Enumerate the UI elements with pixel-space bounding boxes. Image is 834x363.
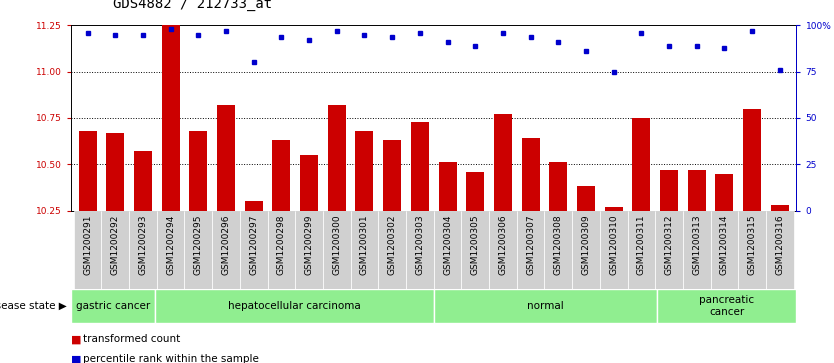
Text: GSM1200293: GSM1200293 [138,215,148,275]
Text: disease state ▶: disease state ▶ [0,301,67,311]
Text: GSM1200305: GSM1200305 [470,215,480,275]
Text: hepatocellular carcinoma: hepatocellular carcinoma [228,301,360,311]
Bar [771,205,789,211]
Bar [605,207,623,211]
FancyBboxPatch shape [461,211,489,289]
FancyBboxPatch shape [154,289,434,323]
Text: GSM1200295: GSM1200295 [193,215,203,275]
FancyBboxPatch shape [379,211,406,289]
FancyBboxPatch shape [240,211,268,289]
Text: transformed count: transformed count [83,334,181,344]
FancyBboxPatch shape [212,211,240,289]
Bar [688,170,706,211]
FancyBboxPatch shape [102,211,129,289]
Bar [550,162,567,211]
FancyBboxPatch shape [766,211,794,289]
Text: gastric cancer: gastric cancer [76,301,150,311]
Bar [273,140,290,211]
Bar [189,131,208,211]
Bar [217,105,235,211]
Text: GSM1200304: GSM1200304 [443,215,452,275]
FancyBboxPatch shape [350,211,379,289]
Bar [411,122,429,211]
FancyBboxPatch shape [627,211,656,289]
Text: GSM1200312: GSM1200312 [665,215,674,275]
Text: GSM1200310: GSM1200310 [609,215,618,275]
Text: ■: ■ [71,334,82,344]
Bar [439,162,456,211]
FancyBboxPatch shape [738,211,766,289]
Bar [521,138,540,211]
FancyBboxPatch shape [184,211,212,289]
Text: ■: ■ [71,354,82,363]
FancyBboxPatch shape [71,289,154,323]
FancyBboxPatch shape [434,289,657,323]
Text: GSM1200315: GSM1200315 [747,215,756,275]
FancyBboxPatch shape [268,211,295,289]
Text: GSM1200311: GSM1200311 [637,215,646,275]
Bar [106,133,124,211]
Bar [494,114,512,211]
Text: GSM1200303: GSM1200303 [415,215,425,275]
Text: GSM1200299: GSM1200299 [304,215,314,275]
Text: GSM1200309: GSM1200309 [581,215,590,275]
FancyBboxPatch shape [711,211,738,289]
FancyBboxPatch shape [600,211,627,289]
Text: GSM1200308: GSM1200308 [554,215,563,275]
FancyBboxPatch shape [572,211,600,289]
FancyBboxPatch shape [656,211,683,289]
Text: GSM1200291: GSM1200291 [83,215,92,275]
Text: GSM1200300: GSM1200300 [332,215,341,275]
Bar [328,105,346,211]
Bar [162,25,179,211]
Bar [743,109,761,211]
Bar [134,151,152,211]
Text: GSM1200306: GSM1200306 [499,215,507,275]
Bar [355,131,374,211]
Text: pancreatic
cancer: pancreatic cancer [699,295,754,317]
Text: GSM1200307: GSM1200307 [526,215,535,275]
FancyBboxPatch shape [323,211,350,289]
FancyBboxPatch shape [157,211,184,289]
Bar [383,140,401,211]
FancyBboxPatch shape [434,211,461,289]
Text: GSM1200296: GSM1200296 [222,215,230,275]
FancyBboxPatch shape [683,211,711,289]
FancyBboxPatch shape [406,211,434,289]
Text: GSM1200316: GSM1200316 [776,215,784,275]
Text: GSM1200297: GSM1200297 [249,215,259,275]
Bar [632,118,651,211]
Bar [466,172,485,211]
FancyBboxPatch shape [295,211,323,289]
Bar [300,155,318,211]
Text: GSM1200292: GSM1200292 [111,215,120,275]
Bar [716,174,733,211]
Text: GSM1200302: GSM1200302 [388,215,397,275]
FancyBboxPatch shape [489,211,517,289]
FancyBboxPatch shape [657,289,796,323]
FancyBboxPatch shape [517,211,545,289]
Text: normal: normal [527,301,564,311]
Text: percentile rank within the sample: percentile rank within the sample [83,354,259,363]
Bar [244,201,263,211]
Text: GSM1200298: GSM1200298 [277,215,286,275]
Bar [78,131,97,211]
FancyBboxPatch shape [545,211,572,289]
FancyBboxPatch shape [129,211,157,289]
Text: GSM1200294: GSM1200294 [166,215,175,275]
Text: GDS4882 / 212733_at: GDS4882 / 212733_at [113,0,272,11]
Text: GSM1200313: GSM1200313 [692,215,701,275]
Text: GSM1200314: GSM1200314 [720,215,729,275]
Bar [660,170,678,211]
FancyBboxPatch shape [73,211,102,289]
Text: GSM1200301: GSM1200301 [360,215,369,275]
Bar [577,187,595,211]
